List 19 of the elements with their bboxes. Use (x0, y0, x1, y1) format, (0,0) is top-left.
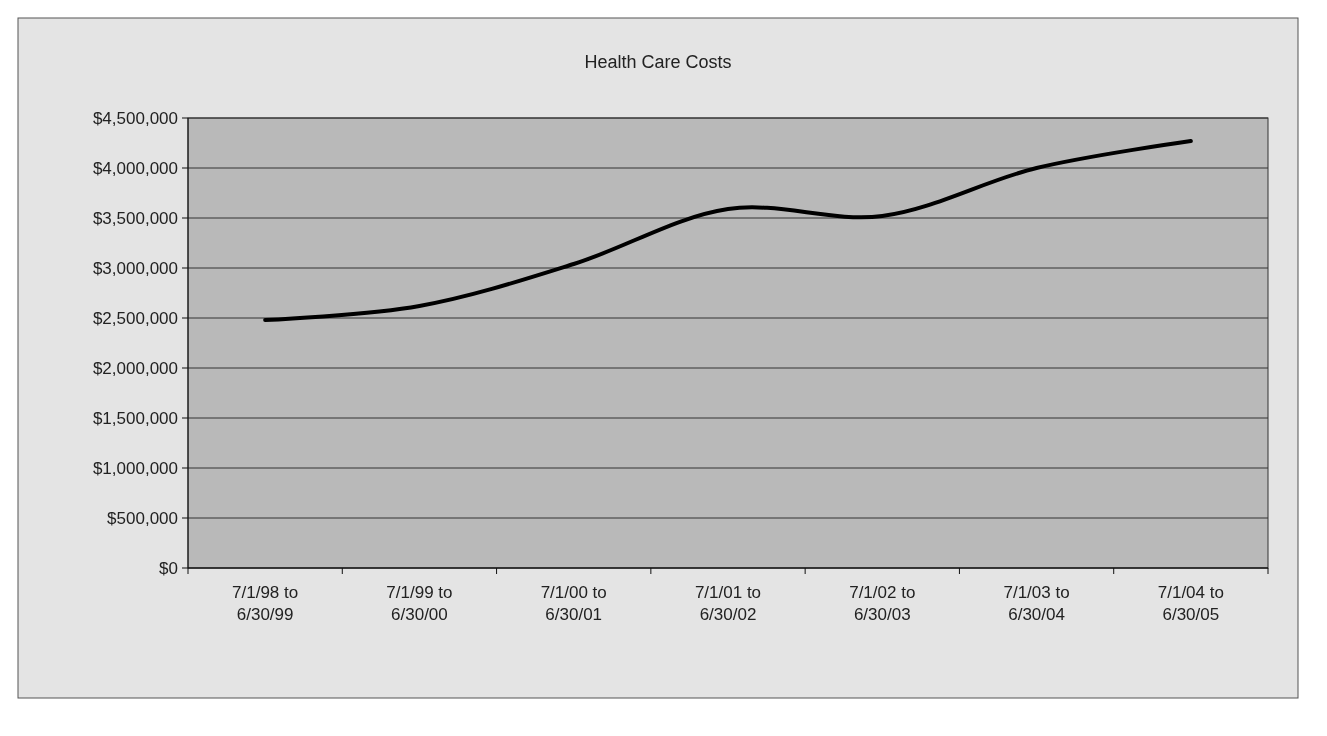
y-tick-label: $1,500,000 (92, 408, 178, 428)
chart-title: Health Care Costs (584, 52, 732, 72)
y-tick-label: $3,000,000 (92, 258, 178, 278)
x-tick-label: 7/1/03 to 6/30/04 (1003, 583, 1070, 624)
x-tick-label: 7/1/98 to 6/30/99 (232, 583, 299, 624)
x-tick-label: 7/1/01 to 6/30/02 (694, 583, 762, 624)
y-tick-label: $2,500,000 (92, 308, 178, 328)
y-tick-label: $3,500,000 (92, 208, 178, 228)
x-tick-label: 7/1/04 to 6/30/05 (1157, 583, 1224, 624)
y-tick-label: $4,000,000 (92, 158, 178, 178)
y-tick-label: $0 (159, 558, 178, 578)
x-tick-label: 7/1/99 to 6/30/00 (386, 583, 453, 624)
y-tick-label: $500,000 (107, 508, 178, 528)
y-tick-label: $4,500,000 (92, 108, 178, 128)
y-tick-label: $1,000,000 (92, 458, 178, 478)
x-tick-label: 7/1/00 to 6/30/01 (540, 583, 607, 624)
x-tick-label: 7/1/02 to 6/30/03 (849, 583, 916, 624)
line-series (263, 139, 1193, 322)
y-tick-label: $2,000,000 (92, 358, 178, 378)
